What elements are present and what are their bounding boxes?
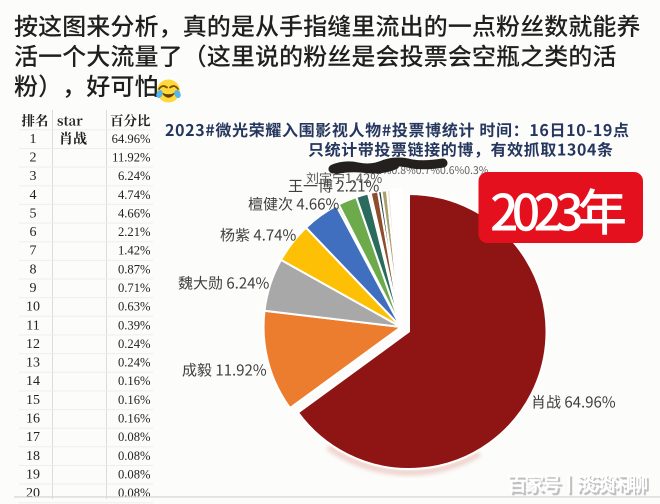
svg-text:17: 17: [26, 430, 40, 445]
svg-text:18: 18: [26, 449, 40, 464]
svg-text:16: 16: [26, 412, 40, 427]
svg-text:0.16%: 0.16%: [118, 393, 151, 407]
svg-text:2: 2: [30, 151, 37, 166]
svg-text:5: 5: [30, 206, 37, 221]
svg-text:0.71%: 0.71%: [118, 281, 151, 295]
svg-text:0.24%: 0.24%: [118, 337, 151, 351]
svg-text:11: 11: [26, 318, 39, 333]
svg-text:0.16%: 0.16%: [118, 374, 151, 388]
svg-text:0.08%: 0.08%: [118, 486, 151, 500]
svg-text:19: 19: [26, 468, 40, 483]
svg-text:6.24%: 6.24%: [118, 169, 151, 183]
svg-text:64.96%: 64.96%: [112, 132, 151, 146]
svg-text:20: 20: [26, 486, 40, 501]
svg-text:1.42%: 1.42%: [118, 244, 151, 258]
svg-text:15: 15: [26, 393, 40, 408]
svg-text:3: 3: [30, 169, 37, 184]
svg-text:10: 10: [26, 300, 40, 315]
svg-text:14: 14: [26, 374, 40, 389]
svg-text:13: 13: [26, 356, 40, 371]
svg-text:9: 9: [30, 281, 37, 296]
svg-text:0.08%: 0.08%: [118, 449, 151, 463]
svg-text:4.74%: 4.74%: [118, 188, 151, 202]
svg-text:4.66%: 4.66%: [118, 206, 151, 220]
svg-text:7: 7: [30, 244, 37, 259]
svg-text:0.39%: 0.39%: [118, 318, 151, 332]
svg-text:11.92%: 11.92%: [112, 151, 151, 165]
svg-text:0.24%: 0.24%: [118, 356, 151, 370]
svg-text:0.08%: 0.08%: [118, 468, 151, 482]
svg-text:8: 8: [30, 262, 37, 277]
svg-text:4: 4: [30, 188, 37, 203]
svg-text:1: 1: [30, 132, 37, 147]
svg-text:2.21%: 2.21%: [118, 225, 151, 239]
svg-text:6: 6: [30, 225, 37, 240]
svg-text:0.16%: 0.16%: [118, 412, 151, 426]
svg-text:0.87%: 0.87%: [118, 262, 151, 276]
svg-text:0.63%: 0.63%: [118, 300, 151, 314]
svg-text:12: 12: [26, 337, 40, 352]
svg-text:0.08%: 0.08%: [118, 430, 151, 444]
